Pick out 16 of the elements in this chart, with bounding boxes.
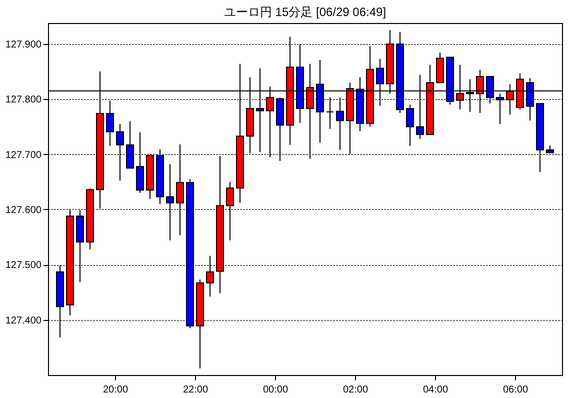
y-tick-label: 127.800 xyxy=(5,94,42,106)
x-tick-label: 22:00 xyxy=(182,384,208,396)
chart-title: ユーロ円 15分足 [06/29 06:49] xyxy=(224,5,386,19)
candlestick xyxy=(406,104,414,147)
y-tick-label: 127.900 xyxy=(5,39,42,50)
candlestick xyxy=(106,100,114,147)
x-tick-label: 02:00 xyxy=(342,384,368,396)
y-tick-label: 127.600 xyxy=(5,204,42,216)
y-tick-label: 127.700 xyxy=(5,150,42,161)
x-tick-label: 06:00 xyxy=(502,384,528,396)
candlestick xyxy=(336,96,344,150)
x-tick-label: 20:00 xyxy=(102,384,128,396)
y-tick-label: 127.500 xyxy=(5,260,42,272)
y-tick-label: 127.400 xyxy=(5,315,42,326)
x-tick-label: 00:00 xyxy=(262,384,288,396)
x-tick-label: 04:00 xyxy=(422,384,448,396)
